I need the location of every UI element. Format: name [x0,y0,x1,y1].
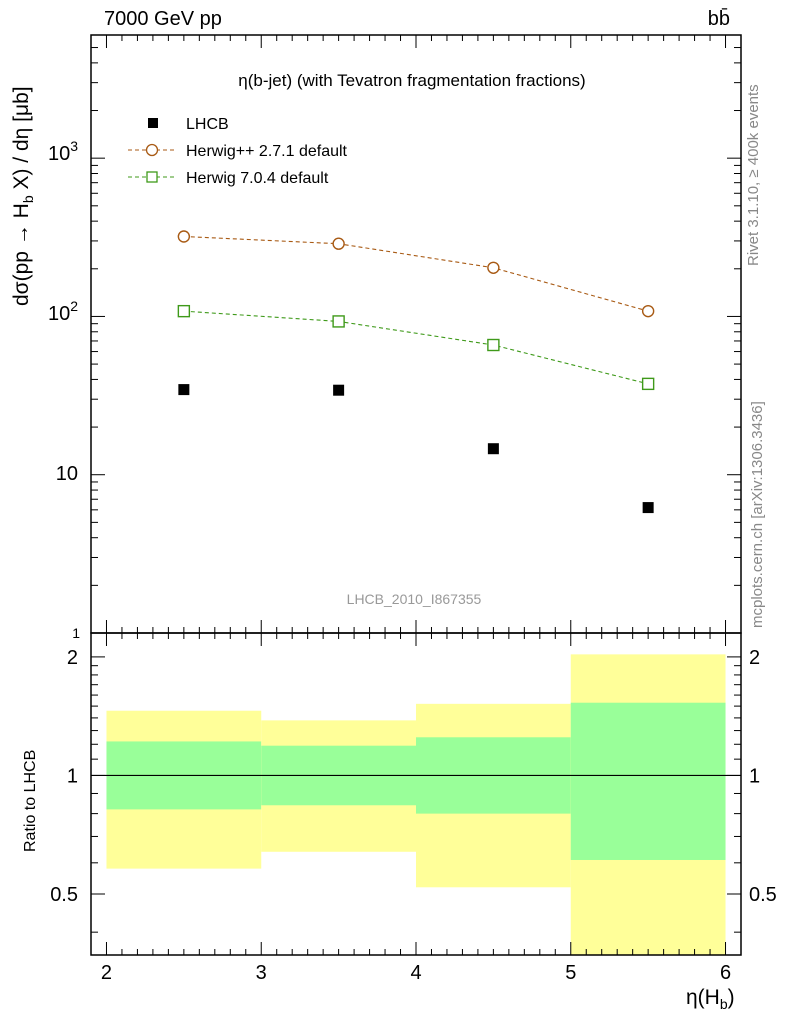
legend-marker-herwigpp [145,143,159,157]
analysis-label: LHCB_2010_I867355 [347,591,482,607]
y-tick-label-100: 102 [48,298,78,325]
data-point-s1-2 [487,261,500,274]
ratio-y-tick-label-right: 2 [749,647,760,669]
data-point-s1-0 [177,230,191,243]
series-line-2 [183,310,649,385]
x-axis-label: η(Hb) [686,986,735,1013]
data-point-s1-1 [332,237,345,250]
x-tick-label: 5 [565,962,576,984]
data-point-s0-1 [333,384,345,396]
ratio-y-tick-label-left: 2 [67,647,78,669]
y-tick-label-10: 10 [56,463,78,485]
data-point-s0-2 [487,443,499,455]
x-tick-label: 6 [720,962,731,984]
ratio-y-tick-label-left: 0.5 [50,884,78,906]
ratio-y-tick-label-right: 0.5 [749,884,777,906]
data-point-s0-3 [642,502,654,514]
data-point-s2-0 [177,304,191,318]
ratio-y-tick-label-right: 1 [749,765,760,787]
ratio-y-tick-label-left: 1 [67,765,78,787]
data-point-s2-1 [332,315,345,328]
data-point-s2-2 [487,338,500,352]
data-point-s1-3 [641,304,655,318]
legend-label-lhcb: LHCB [186,116,229,133]
series-line-1 [183,235,649,312]
legend-marker-herwig7 [146,171,158,183]
data-point-s2-3 [641,377,655,391]
energy-label: 7000 GeV pp [104,8,222,30]
x-tick-label: 2 [101,962,112,984]
y-tick-label-1: 1 [72,625,80,641]
data-point-s0-0 [178,384,190,396]
x-tick-label: 3 [256,962,267,984]
y-tick-label-1000: 103 [48,138,78,165]
process-label: bb̄ [707,8,730,30]
legend: LHCB Herwig++ 2.7.1 default Herwig 7.0.4… [128,116,348,187]
legend-label-herwig7: Herwig 7.0.4 default [186,170,329,187]
x-tick-label: 4 [410,962,421,984]
chart-title: η(b-jet) (with Tevatron fragmentation fr… [238,71,585,90]
legend-label-herwigpp: Herwig++ 2.7.1 default [186,143,348,160]
legend-marker-lhcb [148,118,158,128]
ratio-inner-band-3 [570,702,726,860]
